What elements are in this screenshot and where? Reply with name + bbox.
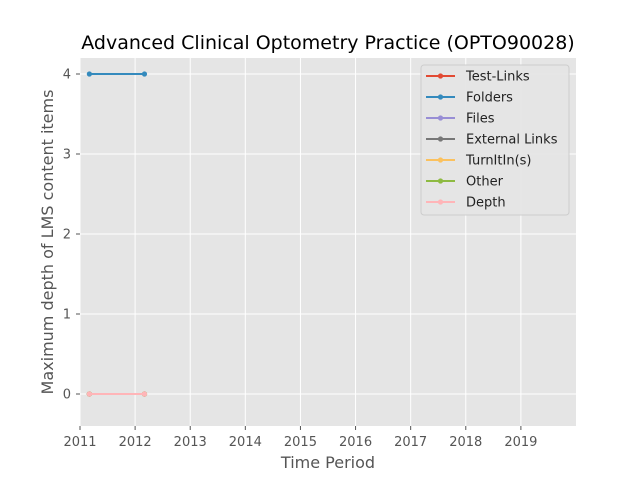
data-point-depth xyxy=(86,391,92,397)
legend-label: TurnItIn(s) xyxy=(465,154,531,169)
legend-label: Folders xyxy=(466,91,513,106)
legend-item-depth: Depth xyxy=(426,196,506,211)
x-tick-label: 2014 xyxy=(229,435,262,450)
y-tick-label: 0 xyxy=(63,388,71,403)
legend-label: Files xyxy=(466,112,495,127)
x-axis-ticks: 2011 2012 2013 2014 2015 2016 2017 2018 2019 xyxy=(63,426,537,450)
legend-label: External Links xyxy=(466,133,558,148)
y-tick-label: 3 xyxy=(63,148,71,163)
legend-box xyxy=(420,64,570,216)
legend-marker xyxy=(437,136,444,142)
data-point-folders xyxy=(86,71,92,77)
x-tick-label: 2017 xyxy=(394,435,427,450)
grid xyxy=(79,58,576,426)
legend-item-files: Files xyxy=(426,112,495,127)
legend-marker xyxy=(437,73,444,79)
legend-item-external-links: External Links xyxy=(426,133,558,148)
x-tick-label: 2016 xyxy=(339,435,372,450)
data-point-folders xyxy=(141,71,148,77)
series-folders xyxy=(86,71,148,77)
data-point-depth xyxy=(141,391,148,397)
legend-label: Depth xyxy=(466,196,506,211)
series-depth xyxy=(86,391,148,397)
x-tick-label: 2011 xyxy=(63,435,96,450)
legend-marker xyxy=(437,157,444,163)
x-tick-label: 2019 xyxy=(504,435,537,450)
legend-item-turnitin-s: TurnItIn(s) xyxy=(426,154,531,169)
legend-marker xyxy=(437,115,444,121)
legend-marker xyxy=(437,94,444,100)
legend-item-other: Other xyxy=(426,175,504,190)
y-axis-label: Maximum depth of LMS content items xyxy=(38,90,57,395)
legend-item-folders: Folders xyxy=(426,91,513,106)
series-layer xyxy=(86,71,148,397)
legend-marker xyxy=(437,178,444,184)
x-tick-label: 2013 xyxy=(174,435,207,450)
x-tick-label: 2015 xyxy=(284,435,317,450)
x-axis-label: Time Period xyxy=(280,453,375,472)
y-tick-label: 1 xyxy=(63,308,71,323)
y-tick-label: 2 xyxy=(63,228,71,243)
chart-title: Advanced Clinical Optometry Practice (OP… xyxy=(81,32,574,54)
legend-marker xyxy=(437,199,444,205)
y-tick-label: 4 xyxy=(63,68,71,83)
legend-item-test-links: Test-Links xyxy=(426,70,530,85)
legend: Test-Links Folders Files External Links Turn… xyxy=(420,64,570,216)
x-tick-label: 2018 xyxy=(449,435,482,450)
legend-label: Other xyxy=(466,175,504,190)
x-tick-label: 2012 xyxy=(119,435,152,450)
y-axis-ticks: 0 1 2 3 4 xyxy=(63,68,80,403)
legend-label: Test-Links xyxy=(465,70,530,85)
